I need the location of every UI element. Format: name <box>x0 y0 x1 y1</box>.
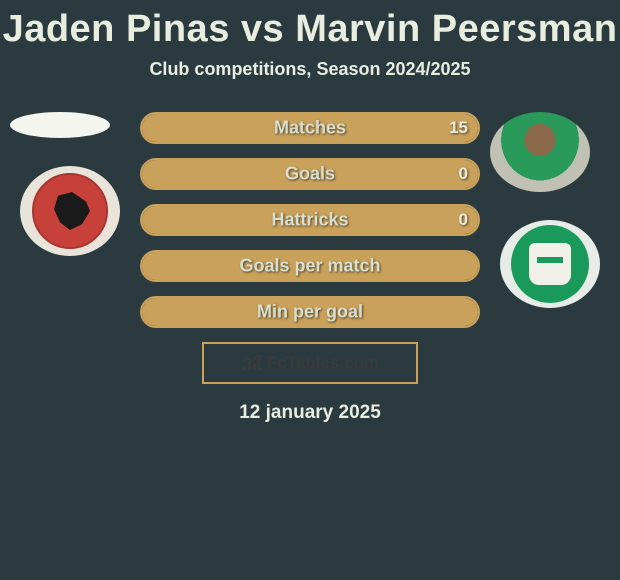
bar-label: Hattricks <box>271 210 348 231</box>
bar-value-right: 0 <box>459 164 468 184</box>
bar-label: Matches <box>274 118 346 139</box>
club-right-badge-inner <box>511 225 589 303</box>
bar-label: Min per goal <box>257 302 363 323</box>
watermark-text: FcTables.com <box>267 353 379 373</box>
bar-label: Goals per match <box>239 256 380 277</box>
stat-bars: Matches 15 Goals 0 Hattricks 0 Goals per match… <box>140 112 480 328</box>
player-left-avatar <box>10 112 110 138</box>
comparison-panel: Matches 15 Goals 0 Hattricks 0 Goals per match… <box>0 112 620 424</box>
page-subtitle: Club competitions, Season 2024/2025 <box>0 59 620 80</box>
bar-fill-right <box>310 160 478 188</box>
comparison-date: 12 january 2025 <box>0 402 620 424</box>
club-right-badge <box>500 220 600 308</box>
watermark-chart-icon <box>241 354 263 372</box>
watermark-box: FcTables.com <box>202 342 418 384</box>
bar-label: Goals <box>285 164 335 185</box>
club-left-bird-icon <box>50 192 90 230</box>
bar-value-right: 15 <box>449 118 468 138</box>
club-right-shield-icon <box>529 243 571 285</box>
club-left-badge <box>20 166 120 256</box>
page-title: Jaden Pinas vs Marvin Peersman <box>0 0 620 51</box>
stat-bar: Hattricks 0 <box>140 204 480 236</box>
stat-bar: Goals per match <box>140 250 480 282</box>
bar-value-right: 0 <box>459 210 468 230</box>
club-left-badge-inner <box>32 173 108 249</box>
stat-bar: Min per goal <box>140 296 480 328</box>
stat-bar: Matches 15 <box>140 112 480 144</box>
player-right-avatar <box>490 112 590 192</box>
stat-bar: Goals 0 <box>140 158 480 190</box>
